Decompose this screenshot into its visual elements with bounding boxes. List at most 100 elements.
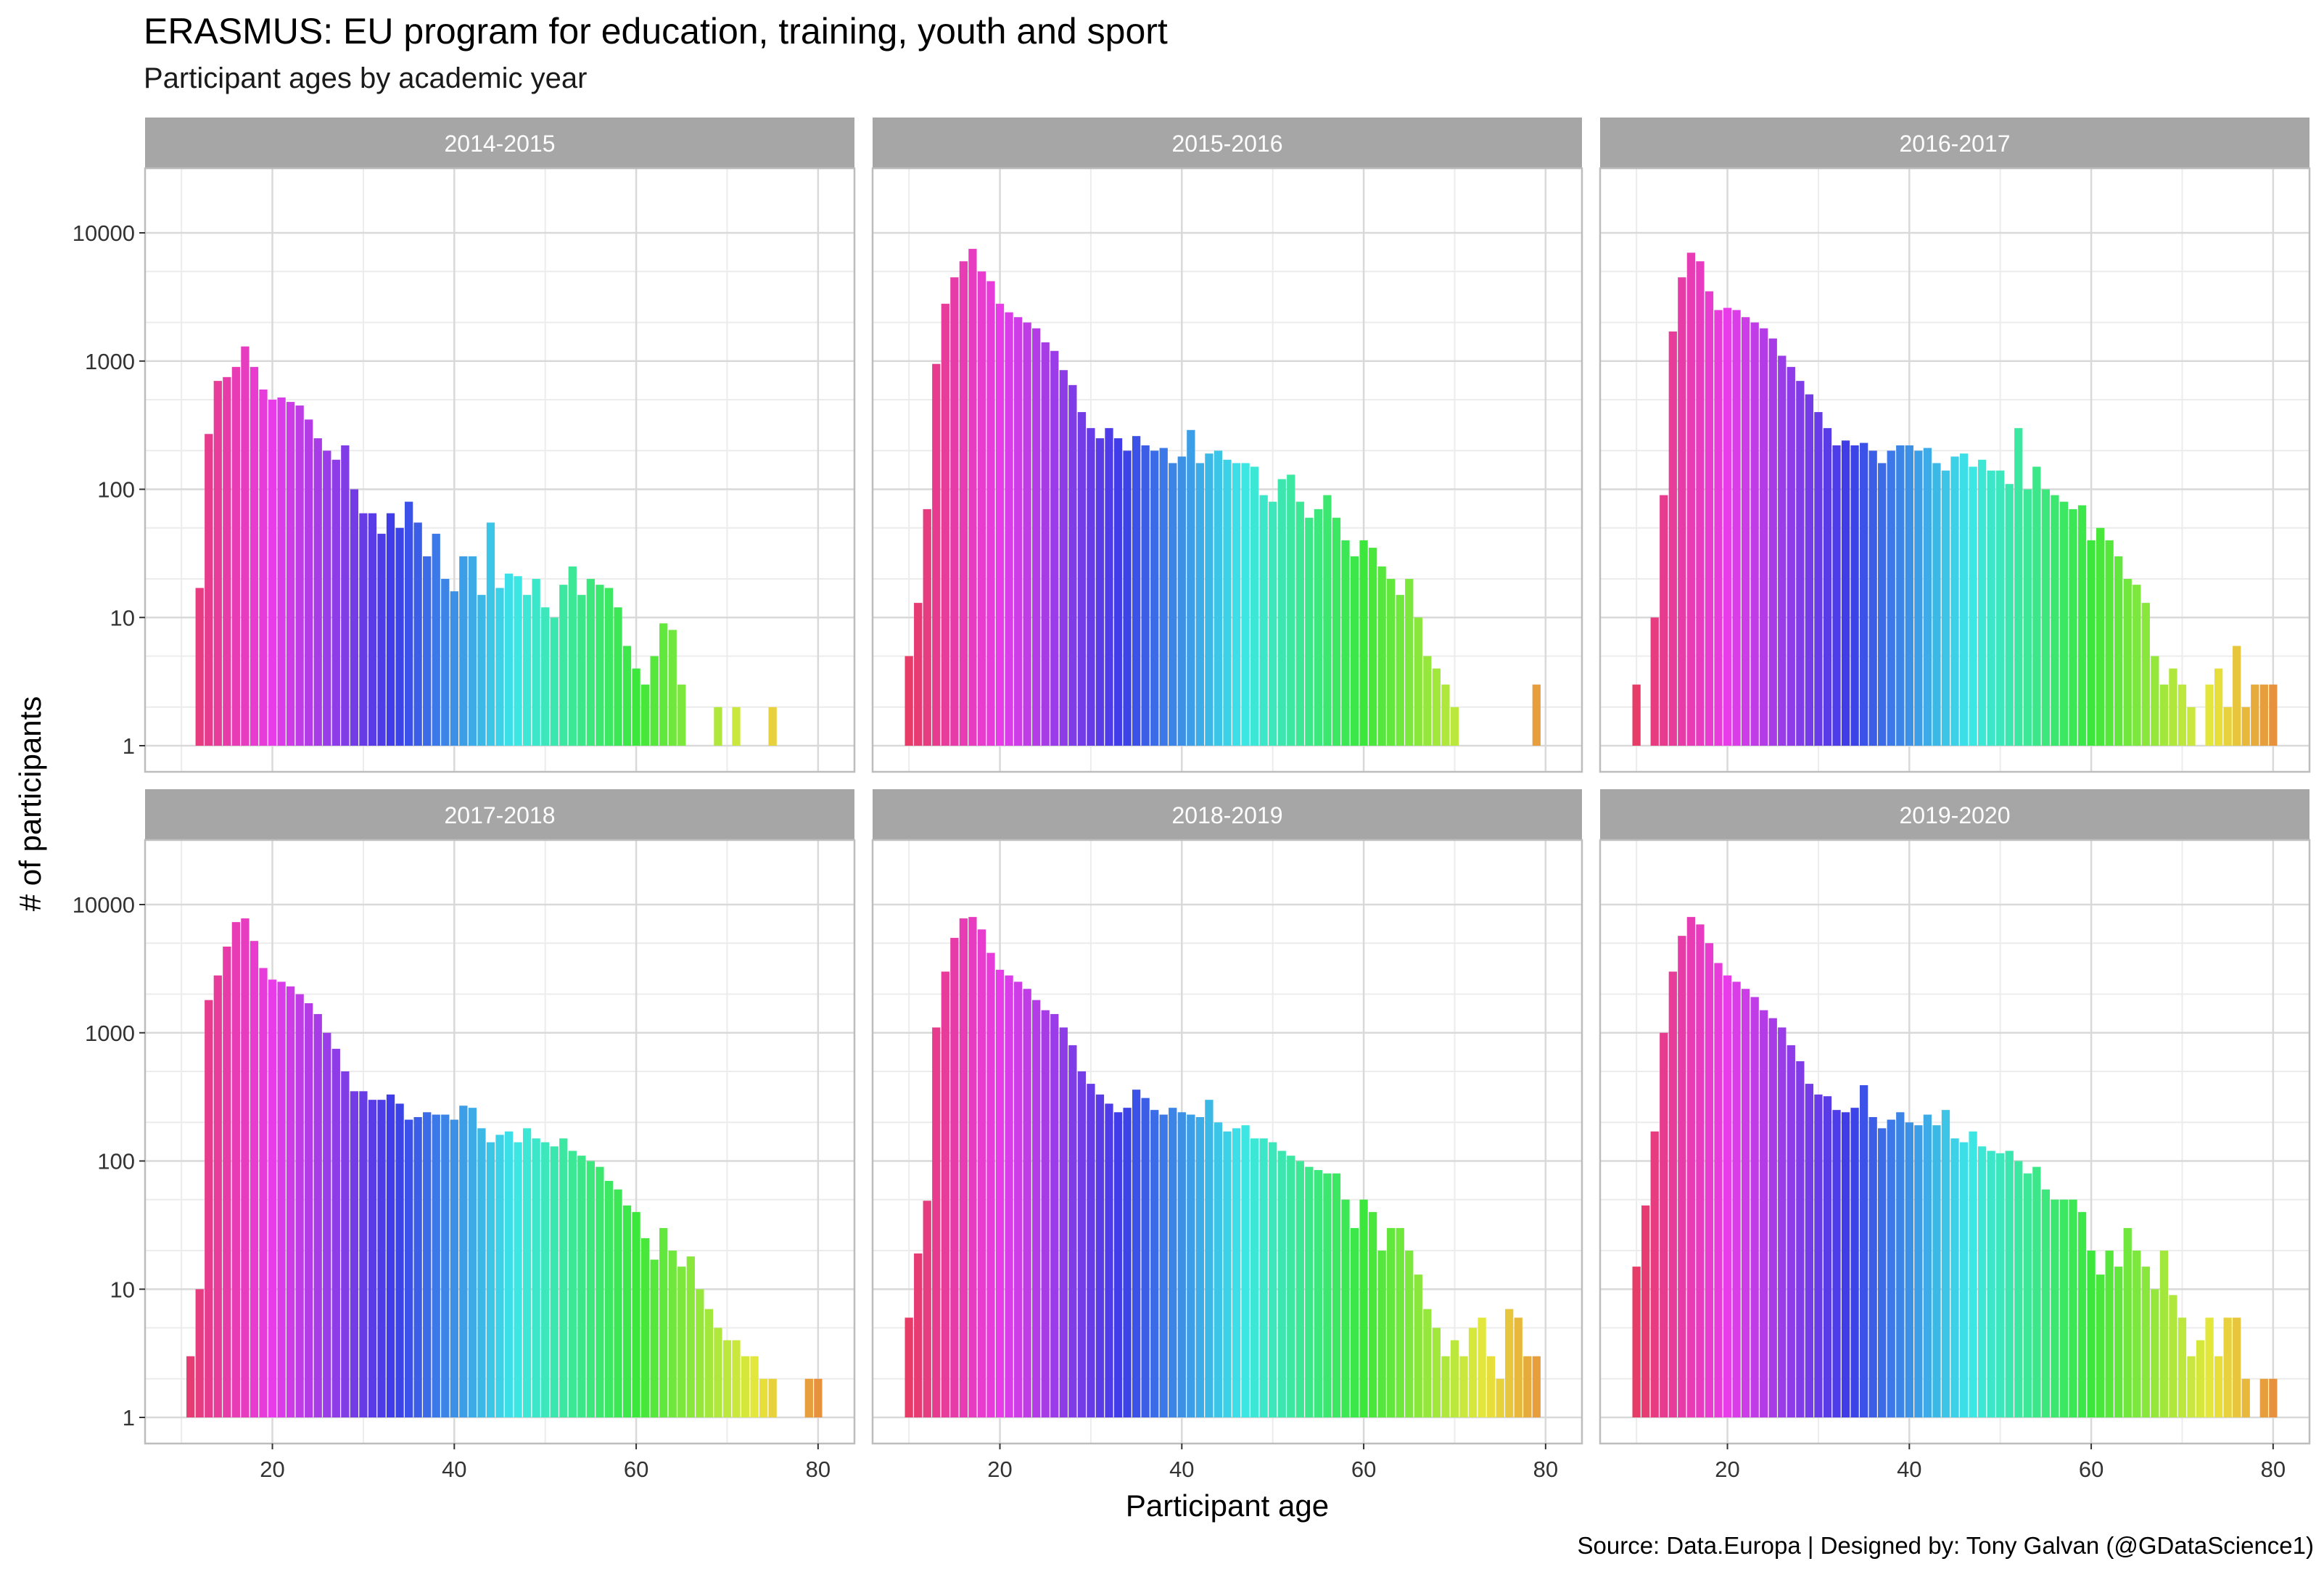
bar xyxy=(668,1251,677,1417)
bar xyxy=(1505,1309,1514,1417)
bar xyxy=(213,381,222,746)
bar xyxy=(1123,450,1132,746)
chart-title: ERASMUS: EU program for education, train… xyxy=(144,11,1168,52)
bar xyxy=(1668,971,1677,1417)
bar xyxy=(2241,707,2250,746)
facet-strip xyxy=(145,118,854,168)
bar xyxy=(986,281,995,746)
facet-label: 2017-2018 xyxy=(444,802,555,828)
bar xyxy=(2077,505,2087,746)
bar xyxy=(386,1094,395,1417)
bar xyxy=(395,527,404,746)
bar xyxy=(2133,1251,2141,1417)
bar xyxy=(2096,1275,2105,1417)
bar xyxy=(495,1135,504,1417)
facet-strip xyxy=(873,789,1582,840)
bar xyxy=(2141,1267,2150,1417)
bar xyxy=(1050,1013,1059,1417)
bar xyxy=(2169,668,2177,746)
bar xyxy=(331,459,340,746)
bar xyxy=(504,1131,514,1417)
bar xyxy=(1332,517,1341,746)
bar xyxy=(1641,1205,1650,1417)
y-tick-label: 100 xyxy=(97,477,135,503)
bar xyxy=(1068,384,1077,746)
bar xyxy=(622,1205,632,1417)
bar xyxy=(2187,1356,2196,1417)
bar xyxy=(1223,459,1232,746)
bar xyxy=(1514,1317,1522,1417)
bar xyxy=(1213,1122,1223,1417)
bar xyxy=(368,513,377,746)
bar xyxy=(568,566,577,746)
bar xyxy=(2151,1289,2159,1417)
bar xyxy=(1150,1110,1159,1417)
x-tick-label: 40 xyxy=(1169,1457,1194,1482)
bar xyxy=(1013,317,1023,746)
bar xyxy=(1787,366,1795,746)
bar xyxy=(1141,445,1150,746)
bar xyxy=(2077,1211,2087,1417)
bar xyxy=(1032,1000,1041,1417)
bar xyxy=(2251,684,2259,746)
bar xyxy=(286,986,295,1417)
bar xyxy=(1032,328,1041,746)
bar xyxy=(1095,438,1105,746)
bar xyxy=(1150,450,1159,746)
bar xyxy=(2105,1251,2114,1417)
bar xyxy=(259,968,268,1417)
bar xyxy=(1705,943,1714,1417)
bar xyxy=(2005,1150,2014,1417)
bar xyxy=(995,303,1005,746)
bar xyxy=(1113,1112,1123,1417)
bar xyxy=(295,994,304,1417)
y-tick-label: 10000 xyxy=(73,221,135,246)
bar xyxy=(1232,1128,1241,1417)
bar xyxy=(477,1128,486,1417)
bar xyxy=(223,376,231,746)
bar xyxy=(1496,1378,1504,1417)
bar xyxy=(905,656,913,746)
y-tick-label: 1 xyxy=(123,733,135,759)
bar xyxy=(2214,668,2223,746)
bar xyxy=(1768,1018,1777,1417)
bar xyxy=(1250,466,1259,746)
bar xyxy=(432,533,440,746)
bar xyxy=(1414,617,1422,746)
bar xyxy=(350,1091,359,1417)
bar xyxy=(1741,989,1750,1417)
bar xyxy=(577,595,586,746)
bar xyxy=(1768,338,1777,746)
bar xyxy=(1741,317,1750,746)
bar xyxy=(1805,1084,1814,1417)
bar xyxy=(1750,997,1759,1417)
bar xyxy=(2233,1317,2241,1417)
bar xyxy=(441,579,450,746)
chart-subtitle: Participant ages by academic year xyxy=(144,62,588,94)
bar xyxy=(2114,1267,2123,1417)
bar xyxy=(1359,540,1368,746)
bar xyxy=(1932,463,1941,746)
bar xyxy=(1760,328,1768,746)
bar xyxy=(677,684,686,746)
bar xyxy=(341,445,350,746)
bar xyxy=(1377,1251,1386,1417)
bar xyxy=(732,707,741,746)
bar xyxy=(1023,989,1031,1417)
panel-border xyxy=(871,839,1583,1445)
bar xyxy=(1714,963,1723,1417)
bar xyxy=(1723,975,1732,1417)
bar xyxy=(1950,1138,1959,1417)
bar xyxy=(1414,1275,1422,1417)
y-axis-title: # of participants xyxy=(13,696,47,912)
bar xyxy=(2196,1340,2205,1417)
bar xyxy=(368,1100,377,1417)
bar xyxy=(2059,501,2069,746)
bar xyxy=(1723,308,1732,746)
bar xyxy=(932,363,941,746)
bar xyxy=(1241,463,1250,746)
bar xyxy=(1323,1173,1332,1417)
bar xyxy=(2177,1317,2187,1417)
bar xyxy=(2169,1295,2177,1417)
